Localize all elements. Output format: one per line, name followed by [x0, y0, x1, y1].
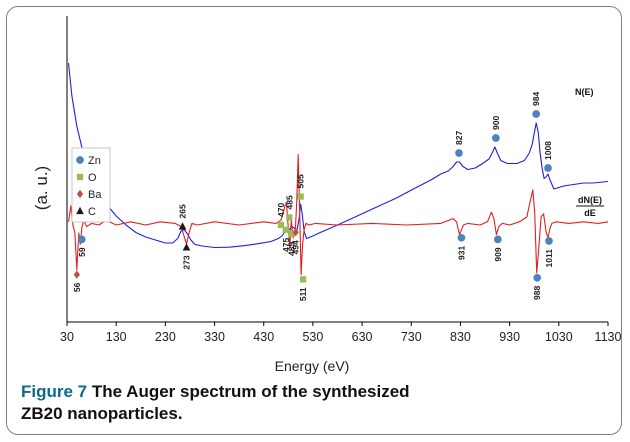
peak-label: 265 [178, 204, 188, 218]
peak-circle-marker [493, 235, 502, 244]
x-tick-label: 230 [155, 330, 176, 344]
series-label-dnde-numerator: dN(E) [578, 195, 602, 205]
x-tick-label: 330 [204, 330, 225, 344]
peak-square-marker [299, 276, 307, 283]
legend-label: C [88, 206, 96, 218]
peak-label: 485 [284, 195, 294, 209]
caption-text: The Auger spectrum of the synthesized ZB… [21, 382, 410, 423]
peak-label: 827 [454, 131, 464, 145]
peak-label: 988 [532, 286, 542, 300]
peak-label: 489 [286, 242, 296, 256]
y-axis-label: (a. u.) [32, 166, 51, 210]
series-label-dnde-denominator: dE [584, 208, 596, 218]
x-tick-label: 1130 [595, 330, 622, 344]
series-label-ne: N(E) [575, 87, 594, 97]
peak-diamond-marker [292, 228, 299, 237]
peak-square-marker [277, 221, 285, 229]
peak-label: 505 [296, 174, 306, 188]
peak-circle-marker [545, 237, 553, 245]
legend-square-icon [76, 173, 84, 181]
x-tick-label: 130 [106, 330, 127, 344]
x-tick-label: 930 [499, 330, 520, 344]
caption-lead: Figure 7 [21, 382, 88, 401]
legend-label: O [88, 172, 97, 184]
peak-circle-marker [77, 235, 86, 244]
x-tick-label: 630 [352, 330, 373, 344]
legend-circle-icon [76, 156, 84, 164]
peak-label: 909 [493, 247, 503, 261]
peak-circle-marker [492, 134, 500, 142]
legend-label: Ba [88, 189, 102, 201]
peak-circle-marker [455, 149, 463, 157]
peak-label: 59 [77, 247, 87, 257]
peak-circle-marker [544, 164, 552, 172]
peak-label: 273 [182, 255, 192, 269]
x-tick-label: 730 [401, 330, 422, 344]
peak-label: 931 [456, 246, 466, 260]
legend-triangle-icon [76, 206, 84, 215]
peak-label: 511 [298, 287, 308, 301]
peak-label: 56 [72, 282, 82, 292]
peak-label: 1011 [544, 249, 554, 268]
x-tick-label: 830 [450, 330, 471, 344]
series-line-ne [67, 62, 609, 249]
peak-label: 900 [491, 116, 501, 130]
x-tick-label: 30 [60, 330, 74, 344]
peak-label: 470 [276, 203, 286, 217]
peak-label: 494 [291, 240, 301, 254]
legend-diamond-icon [76, 189, 84, 199]
peak-square-marker [286, 214, 293, 221]
x-tick-label: 530 [302, 330, 323, 344]
peak-triangle-marker [182, 243, 191, 251]
peak-label: 1008 [543, 141, 553, 160]
peak-circle-marker [532, 110, 541, 118]
peak-diamond-marker [73, 270, 80, 279]
peak-square-marker [288, 230, 295, 237]
x-tick-label: 430 [253, 330, 274, 344]
peak-circle-marker [533, 273, 542, 282]
x-axis-label: Energy (eV) [275, 358, 350, 374]
x-tick-label: 1030 [545, 330, 573, 344]
peak-square-marker [297, 193, 304, 200]
peak-triangle-marker [178, 222, 187, 230]
peak-label: 475 [281, 238, 291, 252]
peak-square-marker [282, 226, 290, 233]
figure-caption: Figure 7 The Auger spectrum of the synth… [21, 381, 441, 425]
peak-label: 984 [531, 92, 541, 106]
legend-label: Zn [88, 155, 101, 167]
series-line-dnde [67, 154, 609, 276]
peak-circle-marker [457, 233, 466, 242]
